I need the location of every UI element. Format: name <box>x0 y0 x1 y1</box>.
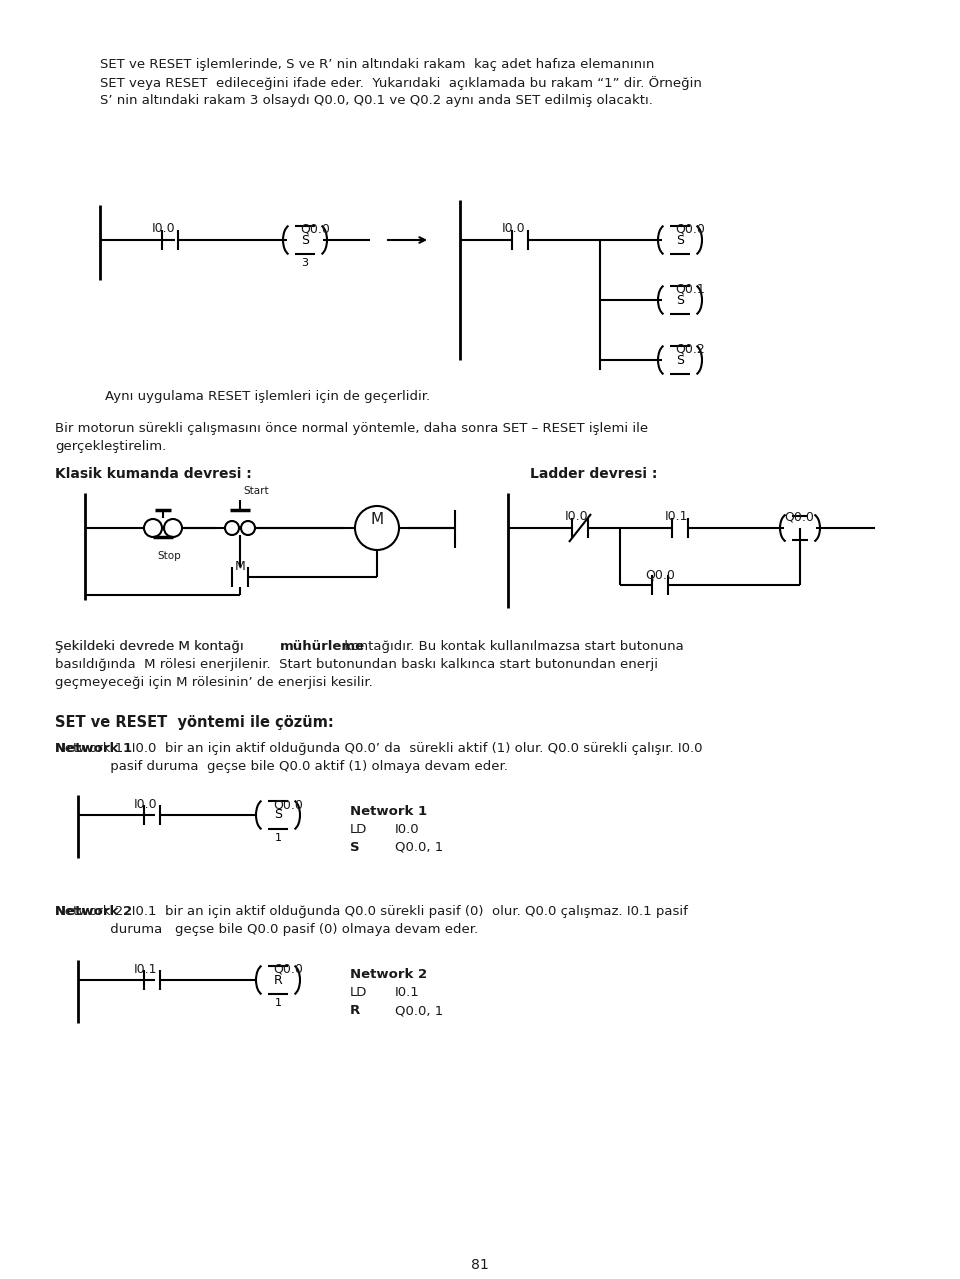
Text: SET ve RESET  yöntemi ile çözüm:: SET ve RESET yöntemi ile çözüm: <box>55 715 334 730</box>
Text: duruma   geçse bile Q0.0 pasif (0) olmaya devam eder.: duruma geçse bile Q0.0 pasif (0) olmaya … <box>55 923 478 936</box>
Text: I0.0: I0.0 <box>134 798 157 811</box>
Text: SET ve RESET işlemlerinde, S ve R’ nin altındaki rakam  kaç adet hafıza elemanın: SET ve RESET işlemlerinde, S ve R’ nin a… <box>100 58 655 72</box>
Text: Q0.0: Q0.0 <box>645 568 675 581</box>
Text: S: S <box>676 234 684 247</box>
Text: Network 2  I0.1  bir an için aktif olduğunda Q0.0 sürekli pasif (0)  olur. Q0.0 : Network 2 I0.1 bir an için aktif olduğun… <box>55 906 688 918</box>
Text: Q0.0: Q0.0 <box>675 223 705 235</box>
Text: kontağıdır. Bu kontak kullanılmazsa start butonuna: kontağıdır. Bu kontak kullanılmazsa star… <box>340 640 684 654</box>
Text: S: S <box>301 234 309 247</box>
Text: I0.0: I0.0 <box>565 510 588 523</box>
Text: Q0.0, 1: Q0.0, 1 <box>395 1004 444 1017</box>
Text: S’ nin altındaki rakam 3 olsaydı Q0.0, Q0.1 ve Q0.2 aynı anda SET edilmiş olacak: S’ nin altındaki rakam 3 olsaydı Q0.0, Q… <box>100 93 653 107</box>
Text: Q0.0: Q0.0 <box>784 510 814 523</box>
Text: Bir motorun sürekli çalışmasını önce normal yöntemle, daha sonra SET – RESET işl: Bir motorun sürekli çalışmasını önce nor… <box>55 422 648 435</box>
Text: R: R <box>350 1004 360 1017</box>
Text: Şekildeki devrede M kontağı: Şekildeki devrede M kontağı <box>55 640 248 654</box>
Text: Aynı uygulama RESET işlemleri için de geçerlidir.: Aynı uygulama RESET işlemleri için de ge… <box>105 390 430 403</box>
Text: Q0.0: Q0.0 <box>300 223 330 235</box>
Text: S: S <box>676 353 684 367</box>
Text: I0.1: I0.1 <box>665 510 688 523</box>
Text: Ladder devresi :: Ladder devresi : <box>530 467 658 481</box>
Text: S: S <box>274 808 282 821</box>
Text: Q0.0, 1: Q0.0, 1 <box>395 842 444 854</box>
Text: LD: LD <box>350 822 368 836</box>
Text: Q0.0: Q0.0 <box>273 798 302 811</box>
Text: 3: 3 <box>301 258 308 269</box>
Text: pasif duruma  geçse bile Q0.0 aktif (1) olmaya devam eder.: pasif duruma geçse bile Q0.0 aktif (1) o… <box>55 760 508 773</box>
Text: I0.0: I0.0 <box>152 223 176 235</box>
Text: S: S <box>350 842 360 854</box>
Text: SET veya RESET  edileceğini ifade eder.  Yukarıdaki  açıklamada bu rakam “1” dir: SET veya RESET edileceğini ifade eder. Y… <box>100 75 702 90</box>
Text: Network 1: Network 1 <box>55 742 132 755</box>
Text: Network 2: Network 2 <box>55 906 132 918</box>
Text: mühürleme: mühürleme <box>280 640 365 654</box>
Text: M: M <box>235 560 246 573</box>
Text: Q0.2: Q0.2 <box>675 341 705 356</box>
Text: I0.1: I0.1 <box>134 963 157 976</box>
Text: 1: 1 <box>275 833 281 843</box>
Text: Q0.0: Q0.0 <box>273 963 302 976</box>
Text: I0.0: I0.0 <box>502 223 526 235</box>
Text: 1: 1 <box>275 998 281 1008</box>
Text: Network 1: Network 1 <box>350 804 427 819</box>
Text: Network 2: Network 2 <box>350 968 427 981</box>
Text: 81: 81 <box>471 1259 489 1273</box>
Text: geçmeyeceği için M rölesinin’ de enerjisi kesilir.: geçmeyeceği için M rölesinin’ de enerjis… <box>55 677 372 689</box>
Text: gerçekleştirelim.: gerçekleştirelim. <box>55 440 166 453</box>
Text: R: R <box>274 973 282 986</box>
Text: S: S <box>676 293 684 307</box>
Text: I0.1: I0.1 <box>395 986 420 999</box>
Text: LD: LD <box>350 986 368 999</box>
Text: Şekildeki devrede M kontağı: Şekildeki devrede M kontağı <box>55 640 248 654</box>
Text: Start: Start <box>243 486 269 496</box>
Text: Klasik kumanda devresi :: Klasik kumanda devresi : <box>55 467 252 481</box>
Text: Şekildeki devrede M kontağı: Şekildeki devrede M kontağı <box>55 640 248 654</box>
Text: basıldığında  M rölesi enerjilenir.  Start butonundan baskı kalkınca start buton: basıldığında M rölesi enerjilenir. Start… <box>55 657 658 671</box>
Text: Stop: Stop <box>157 551 180 561</box>
Text: Q0.1: Q0.1 <box>675 281 705 295</box>
Text: M: M <box>371 513 384 527</box>
Text: I0.0: I0.0 <box>395 822 420 836</box>
Text: Network 1  I0.0  bir an için aktif olduğunda Q0.0’ da  sürekli aktif (1) olur. Q: Network 1 I0.0 bir an için aktif olduğun… <box>55 742 703 755</box>
